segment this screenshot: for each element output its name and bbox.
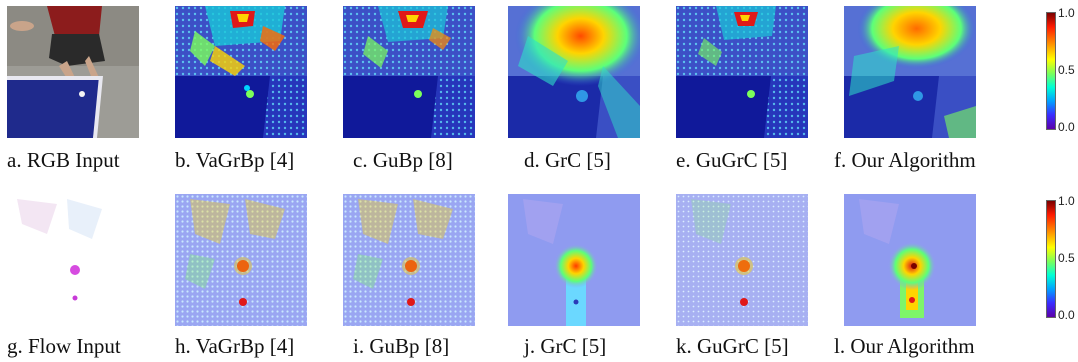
caption-rgb-input: a. RGB Input xyxy=(7,148,120,172)
grc-heatmap-rgb xyxy=(508,6,640,138)
caption-our-algorithm-rgb: f. Our Algorithm xyxy=(834,148,976,172)
caption-grc-rgb: d. GrC [5] xyxy=(524,148,611,172)
colorbar-row1 xyxy=(1046,12,1056,130)
our-algorithm-heatmap-flow xyxy=(844,194,976,326)
colorbar-row2-tick-min: 0.0 xyxy=(1058,308,1075,322)
caption-vagrbp-flow: h. VaGrBp [4] xyxy=(175,334,295,358)
vagrbp-heatmap-rgb xyxy=(175,6,307,138)
colorbar-row1-tick-max: 1.0 xyxy=(1058,6,1075,20)
gugrc-heatmap-flow xyxy=(676,194,808,326)
colorbar-row2-tick-mid: 0.5 xyxy=(1058,251,1075,265)
caption-vagrbp-rgb: b. VaGrBp [4] xyxy=(175,148,295,172)
grc-heatmap-flow xyxy=(508,194,640,326)
caption-our-algorithm-flow: l. Our Algorithm xyxy=(834,334,975,358)
rgb-input-image xyxy=(7,6,139,138)
colorbar-row1-tick-mid: 0.5 xyxy=(1058,63,1075,77)
caption-gugrc-rgb: e. GuGrC [5] xyxy=(676,148,788,172)
gubp-heatmap-rgb xyxy=(343,6,475,138)
caption-grc-flow: j. GrC [5] xyxy=(524,334,607,358)
caption-flow-input: g. Flow Input xyxy=(7,334,121,358)
caption-gubp-flow: i. GuBp [8] xyxy=(353,334,450,358)
colorbar-row1-tick-min: 0.0 xyxy=(1058,120,1075,134)
caption-gubp-rgb: c. GuBp [8] xyxy=(353,148,453,172)
vagrbp-heatmap-flow xyxy=(175,194,307,326)
colorbar-row2-tick-max: 1.0 xyxy=(1058,194,1075,208)
gugrc-heatmap-rgb xyxy=(676,6,808,138)
flow-input-image xyxy=(7,194,139,326)
gubp-heatmap-flow xyxy=(343,194,475,326)
colorbar-row2 xyxy=(1046,200,1056,318)
caption-gugrc-flow: k. GuGrC [5] xyxy=(676,334,789,358)
our-algorithm-heatmap-rgb xyxy=(844,6,976,138)
